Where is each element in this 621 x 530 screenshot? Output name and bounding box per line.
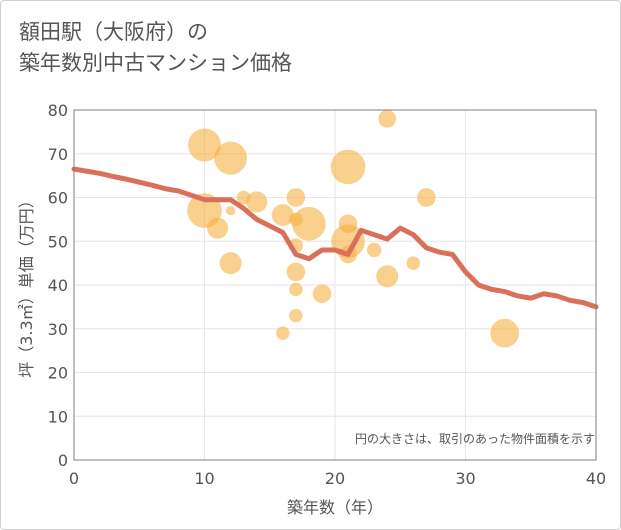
data-bubble	[417, 188, 436, 207]
data-bubble	[286, 188, 306, 207]
y-tick-label: 60	[48, 189, 68, 208]
chart-title-line-1: 額田駅（大阪府）の	[19, 20, 208, 44]
chart-title: 額田駅（大阪府）の 築年数別中古マンション価格	[19, 17, 292, 79]
size-note: 円の大きさは、取引のあった物件面積を示す	[355, 431, 595, 446]
x-tick-label: 20	[325, 469, 345, 488]
y-tick-label: 0	[58, 451, 68, 470]
x-axis-label: 築年数（年）	[287, 498, 383, 517]
data-bubble	[276, 326, 290, 340]
bubbles	[187, 109, 519, 348]
y-tick-label: 70	[48, 145, 68, 164]
data-bubble	[289, 308, 303, 323]
chart-title-line-2: 築年数別中古マンション価格	[19, 51, 292, 75]
data-bubble	[206, 217, 229, 239]
axes: 0 10 20 30 40 50 60 70 80 0 10 20 30 40	[48, 101, 607, 488]
data-bubble	[219, 252, 242, 275]
x-tick-label: 0	[69, 469, 79, 488]
data-bubble	[188, 128, 221, 162]
data-bubble	[225, 205, 236, 216]
y-tick-label: 80	[48, 101, 68, 120]
data-bubble	[271, 204, 294, 226]
y-axis-label: 坪（3.3㎡）単価（万円）	[17, 192, 36, 377]
data-bubble	[289, 282, 303, 297]
data-bubble	[490, 318, 519, 348]
data-bubble	[406, 256, 421, 270]
trend-line-layer	[71, 166, 599, 310]
y-tick-label: 20	[48, 364, 68, 383]
y-tick-label: 10	[48, 407, 68, 426]
y-tick-label: 40	[48, 276, 68, 295]
y-tick-label: 30	[48, 320, 68, 339]
average-price-line	[71, 166, 599, 310]
x-tick-label: 40	[586, 469, 606, 488]
data-bubble	[366, 242, 382, 258]
data-bubble	[330, 149, 366, 185]
data-bubble	[292, 206, 326, 241]
data-bubble	[312, 284, 332, 304]
data-bubble	[214, 141, 248, 175]
data-bubble	[246, 191, 268, 213]
x-tick-label: 10	[194, 469, 214, 488]
data-bubble	[376, 265, 399, 288]
data-bubble	[378, 109, 397, 128]
data-bubble	[286, 262, 306, 282]
x-tick-label: 30	[455, 469, 475, 488]
y-tick-label: 50	[48, 232, 68, 251]
plot-border	[73, 109, 597, 461]
